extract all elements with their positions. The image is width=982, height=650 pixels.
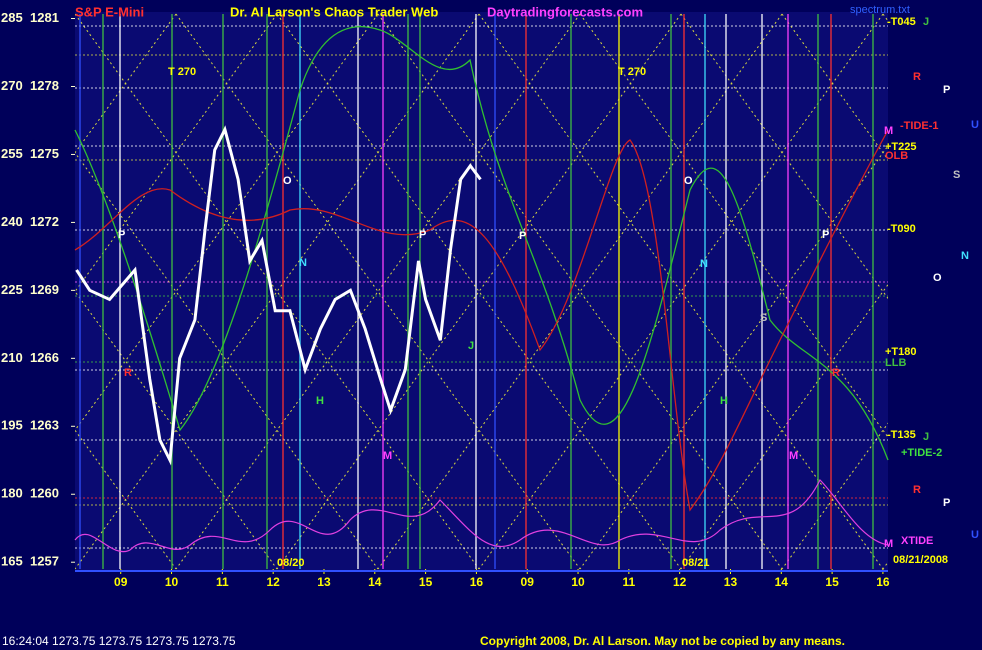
indicator-magenta	[74, 478, 889, 553]
annotation: M	[383, 450, 392, 462]
status: 16:24:04 1273.75 1273.75 1273.75 1273.75	[2, 634, 236, 648]
x-tick-label: 15	[825, 575, 839, 589]
x-tick-label: 12	[266, 575, 280, 589]
x-tick-label: 14	[775, 575, 789, 589]
y2-tick-label: 255	[1, 146, 23, 161]
y2-tick-label: 240	[1, 214, 23, 229]
annotation: P	[822, 229, 829, 241]
annotation: -T090	[887, 223, 916, 235]
annotation: J	[468, 340, 474, 352]
annotation: XTIDE	[901, 535, 933, 547]
annotation: 08/21/2008	[893, 554, 948, 566]
annotation: -TIDE-1	[900, 120, 939, 132]
marks	[75, 125, 482, 466]
x-tick-label: 16	[470, 575, 484, 589]
annotation: T 270	[618, 66, 646, 78]
y-tick-label: 1266	[30, 350, 59, 365]
x-tick-label: 12	[673, 575, 687, 589]
y-tick-label: 1269	[30, 282, 59, 297]
x-tick-label: 16	[876, 575, 890, 589]
y2-tick-label: 210	[1, 350, 23, 365]
annotation: -T135	[887, 429, 916, 441]
y2-tick-label: 195	[1, 418, 23, 433]
annotation: O	[283, 175, 292, 187]
annotation: R	[913, 484, 921, 496]
annotation: +TIDE-2	[901, 447, 942, 459]
annotation: P	[419, 229, 426, 241]
annotation: O	[684, 175, 693, 187]
annotation: -T045	[887, 16, 916, 28]
annotation: M	[884, 125, 893, 137]
x-tick-label: 14	[368, 575, 382, 589]
x-tick-label: 15	[419, 575, 433, 589]
annotation: 08/20	[277, 557, 305, 569]
x-tick-label: 09	[521, 575, 535, 589]
annotation: S	[953, 169, 960, 181]
annotation: +T180	[885, 346, 917, 358]
annotation: 08/21	[682, 557, 710, 569]
annotation: M	[789, 450, 798, 462]
annotation: +T225	[885, 141, 917, 153]
y2-tick-label: 180	[1, 486, 23, 501]
copyright: Copyright 2008, Dr. Al Larson. May not b…	[480, 634, 845, 648]
annotation: R	[124, 367, 132, 379]
y-tick-label: 1278	[30, 78, 59, 93]
annotation: N	[700, 258, 708, 270]
y2-tick-label: 165	[1, 554, 23, 569]
annotation: H	[316, 395, 324, 407]
y-tick-label: 1260	[30, 486, 59, 501]
x-tick-label: 10	[165, 575, 179, 589]
annotation: O	[933, 272, 942, 284]
annotation: J	[923, 16, 929, 28]
title: Dr. Al Larson's Chaos Trader Web	[230, 4, 438, 19]
x-tick-label: 10	[571, 575, 585, 589]
annotation: U	[971, 529, 979, 541]
annotation: S	[760, 312, 767, 324]
annotation: N	[299, 257, 307, 269]
y-tick-label: 1281	[30, 10, 59, 25]
y2-tick-label: 225	[1, 282, 23, 297]
annotation: P	[943, 84, 950, 96]
x-tick-label: 13	[724, 575, 738, 589]
annotation: P	[118, 229, 125, 241]
x-tick-label: 09	[114, 575, 128, 589]
annotation: R	[913, 71, 921, 83]
y-tick-label: 1275	[30, 146, 59, 161]
y2-tick-label: 270	[1, 78, 23, 93]
annotation: OLB	[885, 150, 908, 162]
x-tick-label: 11	[623, 575, 636, 589]
instrument: S&P E-Mini	[75, 4, 144, 19]
annotation: P	[943, 497, 950, 509]
annotation: H	[720, 395, 728, 407]
annotation: J	[923, 431, 929, 443]
indicator-green	[74, 26, 889, 461]
annotation: R	[832, 367, 840, 379]
annotation: T 270	[168, 66, 196, 78]
price-line	[75, 125, 482, 466]
y-tick-label: 1272	[30, 214, 59, 229]
y-tick-label: 1263	[30, 418, 59, 433]
annotation: U	[971, 119, 979, 131]
file-name: spectrum.txt	[850, 4, 910, 16]
annotation: M	[884, 538, 893, 550]
annotation: N	[961, 250, 969, 262]
annotation: P	[519, 230, 526, 242]
annotation: LLB	[885, 357, 906, 369]
x-tick-label: 13	[317, 575, 331, 589]
x-tick-label: 11	[216, 575, 229, 589]
y-tick-label: 1257	[30, 554, 59, 569]
y2-tick-label: 285	[1, 10, 23, 25]
site: Daytradingforecasts.com	[487, 4, 643, 19]
